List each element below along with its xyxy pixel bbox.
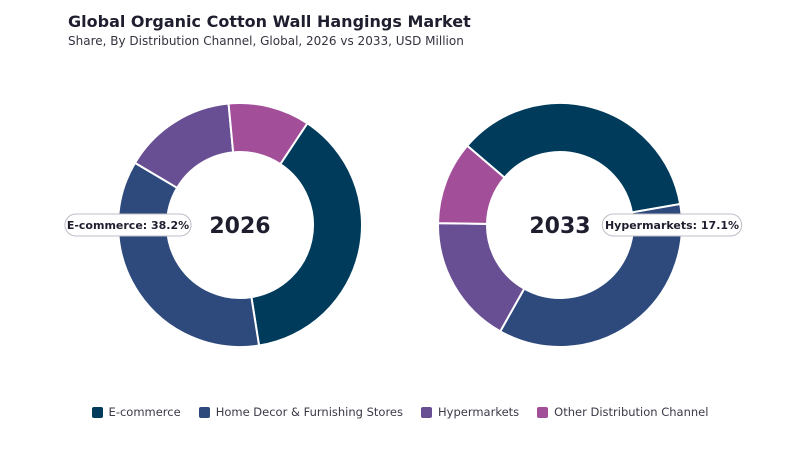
legend-swatch (537, 406, 549, 418)
callout-box (601, 213, 743, 237)
chart-subtitle: Share, By Distribution Channel, Global, … (68, 34, 464, 48)
callout-text: Hypermarkets: 17.1% (605, 219, 739, 232)
slice-home-decor-furnishing-stores[interactable] (498, 202, 683, 348)
callout-box (64, 213, 192, 237)
legend-swatch (421, 406, 432, 418)
legend-label: Other Distribution Channel (554, 405, 709, 419)
legend: E-commerce Home Decor & Furnishing Store… (0, 405, 800, 419)
callout-label: E-commerce: 38.2% (64, 213, 192, 237)
legend-label: E-commerce (108, 405, 181, 419)
legend-label: Home Decor & Furnishing Stores (215, 405, 403, 419)
slice-other-distribution-channel[interactable] (436, 144, 506, 225)
legend-item-other-channel[interactable]: Other Distribution Channel (537, 405, 708, 419)
chart-title: Global Organic Cotton Wall Hangings Mark… (68, 12, 471, 31)
callout-label: Hypermarkets: 17.1% (601, 213, 743, 237)
callout-text: E-commerce: 38.2% (67, 219, 189, 232)
slice-other-distribution-channel[interactable] (227, 102, 309, 166)
legend-swatch (198, 406, 210, 418)
legend-item-home-decor[interactable]: Home Decor & Furnishing Stores (198, 405, 403, 419)
legend-label: Hypermarkets (438, 405, 520, 419)
slice-e-commerce[interactable] (465, 102, 682, 214)
legend-item-ecommerce[interactable]: E-commerce (91, 405, 181, 419)
legend-item-hypermarkets[interactable]: Hypermarkets (421, 405, 519, 419)
slice-home-decor-furnishing-stores[interactable] (117, 161, 261, 348)
legend-swatch (91, 406, 103, 418)
donut-center-label: 2026 (209, 214, 270, 239)
donut-center-label: 2033 (529, 214, 590, 239)
slice-e-commerce[interactable] (250, 121, 363, 347)
